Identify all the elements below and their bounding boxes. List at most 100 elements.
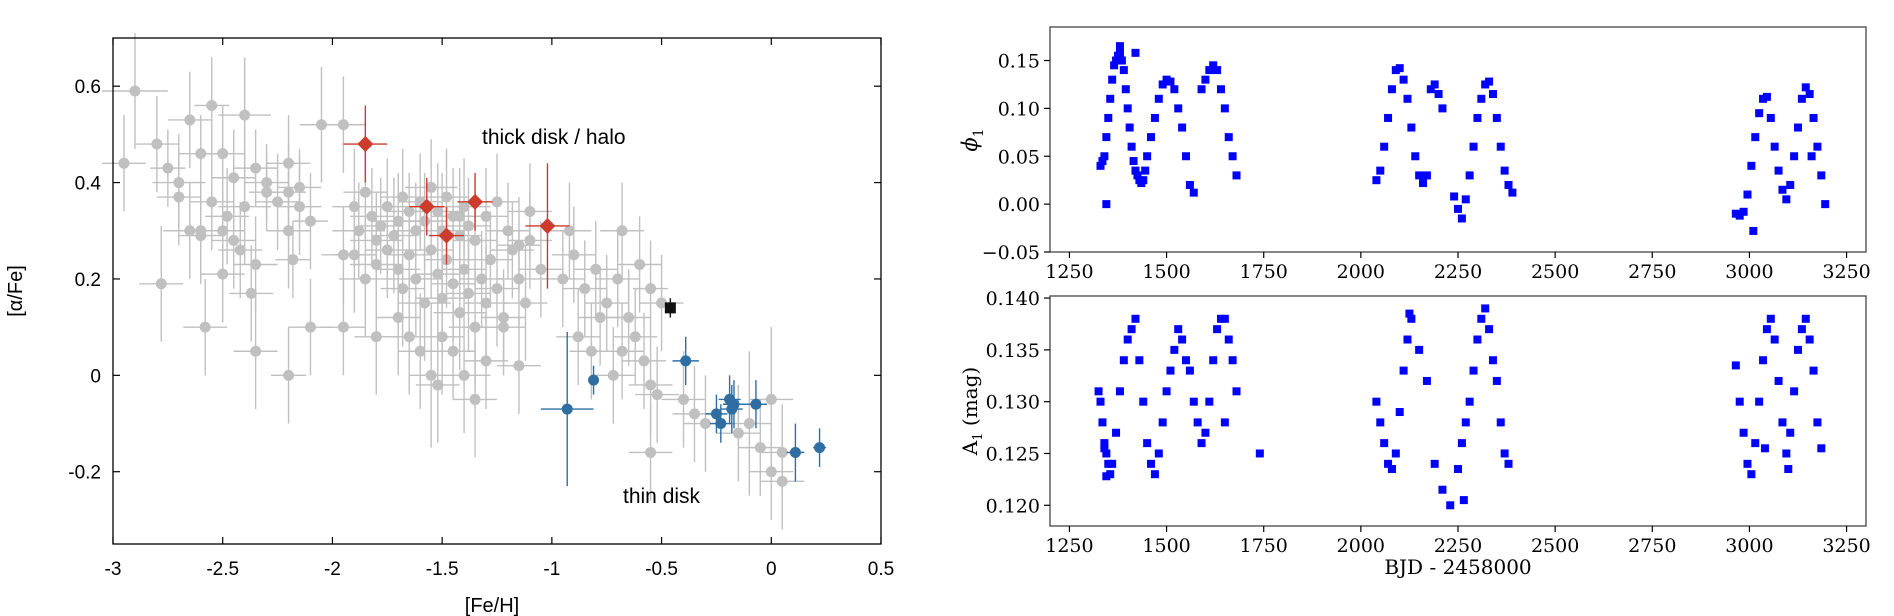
square-marker bbox=[1395, 408, 1404, 417]
square-marker bbox=[1422, 376, 1431, 385]
circle-marker bbox=[304, 321, 316, 333]
circle-marker bbox=[228, 172, 240, 184]
data-point bbox=[705, 394, 728, 434]
square-marker bbox=[1384, 113, 1393, 122]
x-tick-label: 1500 bbox=[1142, 535, 1190, 557]
data-point bbox=[635, 346, 680, 443]
x-tick-label: 1250 bbox=[1045, 535, 1093, 557]
square-marker bbox=[1739, 207, 1748, 216]
square-marker bbox=[1778, 185, 1787, 194]
square-marker bbox=[1751, 439, 1760, 448]
data-point bbox=[150, 129, 186, 207]
circle-marker bbox=[480, 355, 492, 367]
data-point bbox=[139, 225, 184, 342]
square-marker bbox=[1747, 470, 1756, 479]
square-marker bbox=[1123, 104, 1132, 113]
amp-ticks-layer: 1250 1500 1750 2000 2250 2500 2750 3000 3250 0.12… bbox=[986, 288, 1871, 557]
data-point bbox=[183, 278, 228, 376]
y-tick-label: 0.2 bbox=[75, 270, 101, 291]
circle-marker bbox=[272, 196, 284, 208]
square-marker bbox=[1403, 335, 1412, 344]
x-tick-label: 3250 bbox=[1822, 261, 1870, 283]
circle-marker bbox=[484, 254, 496, 266]
square-marker bbox=[1770, 142, 1779, 151]
circle-marker bbox=[250, 345, 262, 357]
circle-marker bbox=[513, 360, 525, 372]
circle-marker bbox=[623, 312, 635, 324]
x-tick-label: -0.5 bbox=[645, 559, 678, 580]
square-marker bbox=[1178, 335, 1187, 344]
square-marker bbox=[1100, 152, 1109, 161]
circle-marker bbox=[432, 379, 444, 391]
square-marker bbox=[1782, 449, 1791, 458]
square-marker bbox=[1735, 397, 1744, 406]
square-marker bbox=[1098, 418, 1107, 427]
amp-y-label-sub: 1 bbox=[971, 432, 986, 440]
data-point bbox=[354, 278, 399, 395]
square-marker bbox=[1395, 64, 1404, 73]
circle-marker bbox=[425, 181, 437, 193]
square-marker bbox=[1220, 418, 1229, 427]
square-marker bbox=[1189, 188, 1198, 197]
circle-marker bbox=[656, 297, 668, 309]
square-marker bbox=[1139, 176, 1148, 185]
square-marker bbox=[1150, 113, 1159, 122]
square-marker bbox=[1102, 472, 1111, 481]
y-tick-label: 0.140 bbox=[986, 288, 1040, 310]
square-marker bbox=[1790, 387, 1799, 396]
circle-marker bbox=[462, 287, 474, 299]
x-tick-label: 2000 bbox=[1337, 261, 1385, 283]
circle-marker bbox=[498, 321, 510, 333]
square-marker bbox=[1197, 85, 1206, 94]
annotation-thin-disk: thin disk bbox=[623, 485, 701, 508]
square-marker bbox=[1143, 439, 1152, 448]
square-marker bbox=[1461, 195, 1470, 204]
data-point bbox=[244, 144, 289, 222]
data-point bbox=[376, 259, 421, 376]
square-marker bbox=[1205, 397, 1214, 406]
square-marker bbox=[1751, 133, 1760, 142]
square-marker bbox=[1508, 188, 1517, 197]
square-marker bbox=[1166, 366, 1175, 375]
square-marker bbox=[1216, 85, 1225, 94]
circle-marker bbox=[239, 109, 251, 121]
phi1-chart: 1250 1500 1750 2000 2250 2500 2750 3000 3250 −0.0… bbox=[958, 26, 1871, 283]
square-marker bbox=[1807, 152, 1816, 161]
square-marker bbox=[1415, 345, 1424, 354]
diamond-marker bbox=[438, 227, 455, 244]
data-point bbox=[409, 201, 454, 299]
circle-marker bbox=[458, 263, 470, 275]
square-marker bbox=[1127, 142, 1136, 151]
circle-marker bbox=[359, 273, 371, 285]
square-marker bbox=[1755, 109, 1764, 118]
x-tick-label: -2.5 bbox=[206, 559, 239, 580]
square-marker bbox=[1096, 161, 1105, 170]
diamond-marker bbox=[467, 193, 484, 210]
square-marker bbox=[1797, 94, 1806, 103]
data-point bbox=[178, 182, 223, 279]
circle-marker bbox=[491, 196, 503, 208]
circle-marker bbox=[789, 446, 801, 458]
data-point bbox=[200, 225, 245, 323]
data-point bbox=[628, 404, 673, 501]
circle-marker bbox=[524, 205, 536, 217]
square-marker bbox=[1477, 94, 1486, 103]
circle-marker bbox=[728, 398, 740, 410]
square-marker bbox=[1813, 418, 1822, 427]
square-marker bbox=[1174, 325, 1183, 334]
data-point bbox=[270, 144, 307, 241]
square-marker bbox=[1762, 325, 1771, 334]
square-marker bbox=[1774, 166, 1783, 175]
square-marker bbox=[1422, 171, 1431, 180]
circle-marker bbox=[217, 148, 229, 160]
circle-marker bbox=[129, 85, 141, 97]
data-point bbox=[339, 221, 392, 337]
square-marker bbox=[1465, 171, 1474, 180]
x-tick-label: -1.5 bbox=[426, 559, 459, 580]
circle-marker bbox=[403, 249, 415, 261]
square-marker bbox=[1465, 397, 1474, 406]
circle-marker bbox=[590, 263, 602, 275]
data-point bbox=[744, 380, 767, 429]
square-marker bbox=[1102, 200, 1111, 209]
data-point bbox=[270, 327, 307, 424]
